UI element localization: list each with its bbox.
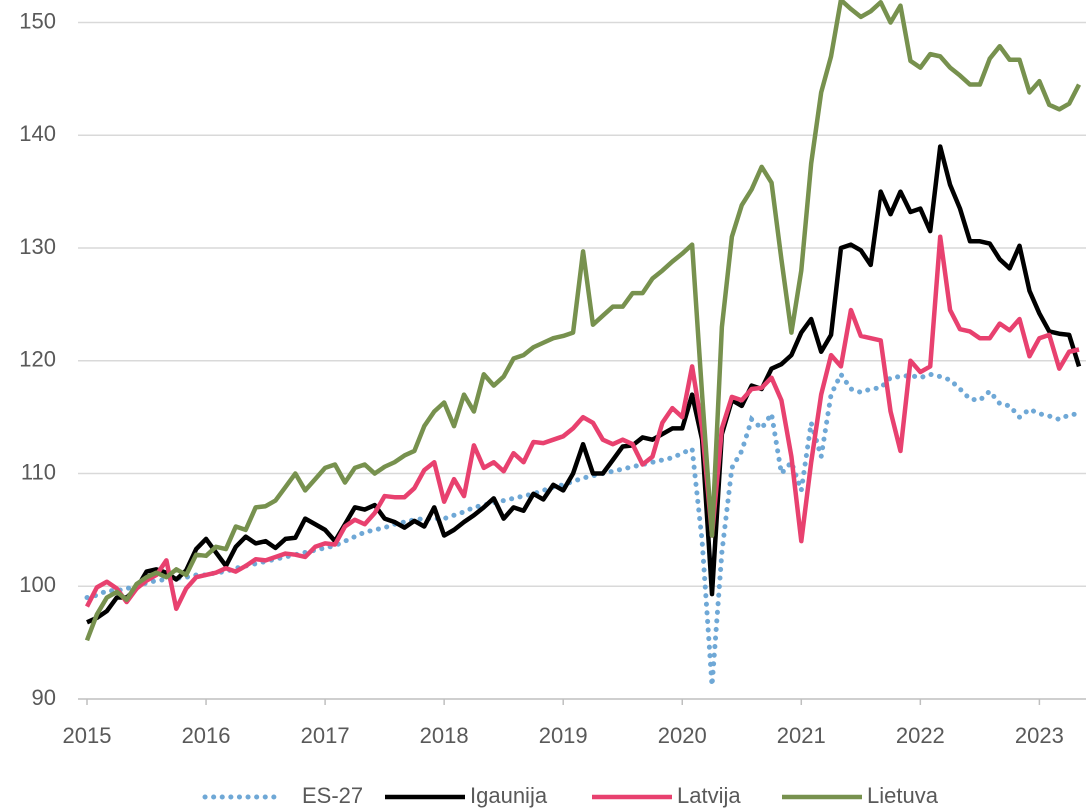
legend-label: Lietuva (867, 783, 939, 808)
axis-labels: 90 100 110 120 130 140 150 2015 2016 2017 2018 2019… (19, 8, 1064, 747)
y-tick-label: 140 (19, 121, 56, 146)
x-tick-label: 2020 (658, 723, 707, 748)
x-tick-label: 2022 (896, 723, 945, 748)
y-tick-label: 90 (32, 685, 56, 710)
legend-label: ES-27 (302, 783, 363, 808)
series-line (84, 0, 1082, 642)
series-line (86, 144, 1082, 625)
legend-label: Igaunija (470, 783, 548, 808)
y-tick-label: 100 (19, 572, 56, 597)
y-tick-label: 150 (19, 8, 56, 33)
y-tick-label: 130 (19, 234, 56, 259)
x-tick-label: 2016 (182, 723, 231, 748)
x-tick-label: 2019 (539, 723, 588, 748)
y-tick-label: 120 (19, 347, 56, 372)
series-line (85, 234, 1080, 612)
x-tick-label: 2017 (301, 723, 350, 748)
x-tick-label: 2021 (777, 723, 826, 748)
x-tick-label: 2018 (420, 723, 469, 748)
y-tick-label: 110 (21, 459, 56, 484)
series-line (84, 369, 1082, 686)
grid (78, 21, 1086, 705)
x-tick-label: 2023 (1015, 723, 1064, 748)
legend: ES-27 Igaunija Latvija Lietuva (202, 783, 939, 808)
legend-label: Latvija (677, 783, 741, 808)
x-tick-label: 2015 (63, 723, 112, 748)
plot-area (84, 0, 1082, 686)
